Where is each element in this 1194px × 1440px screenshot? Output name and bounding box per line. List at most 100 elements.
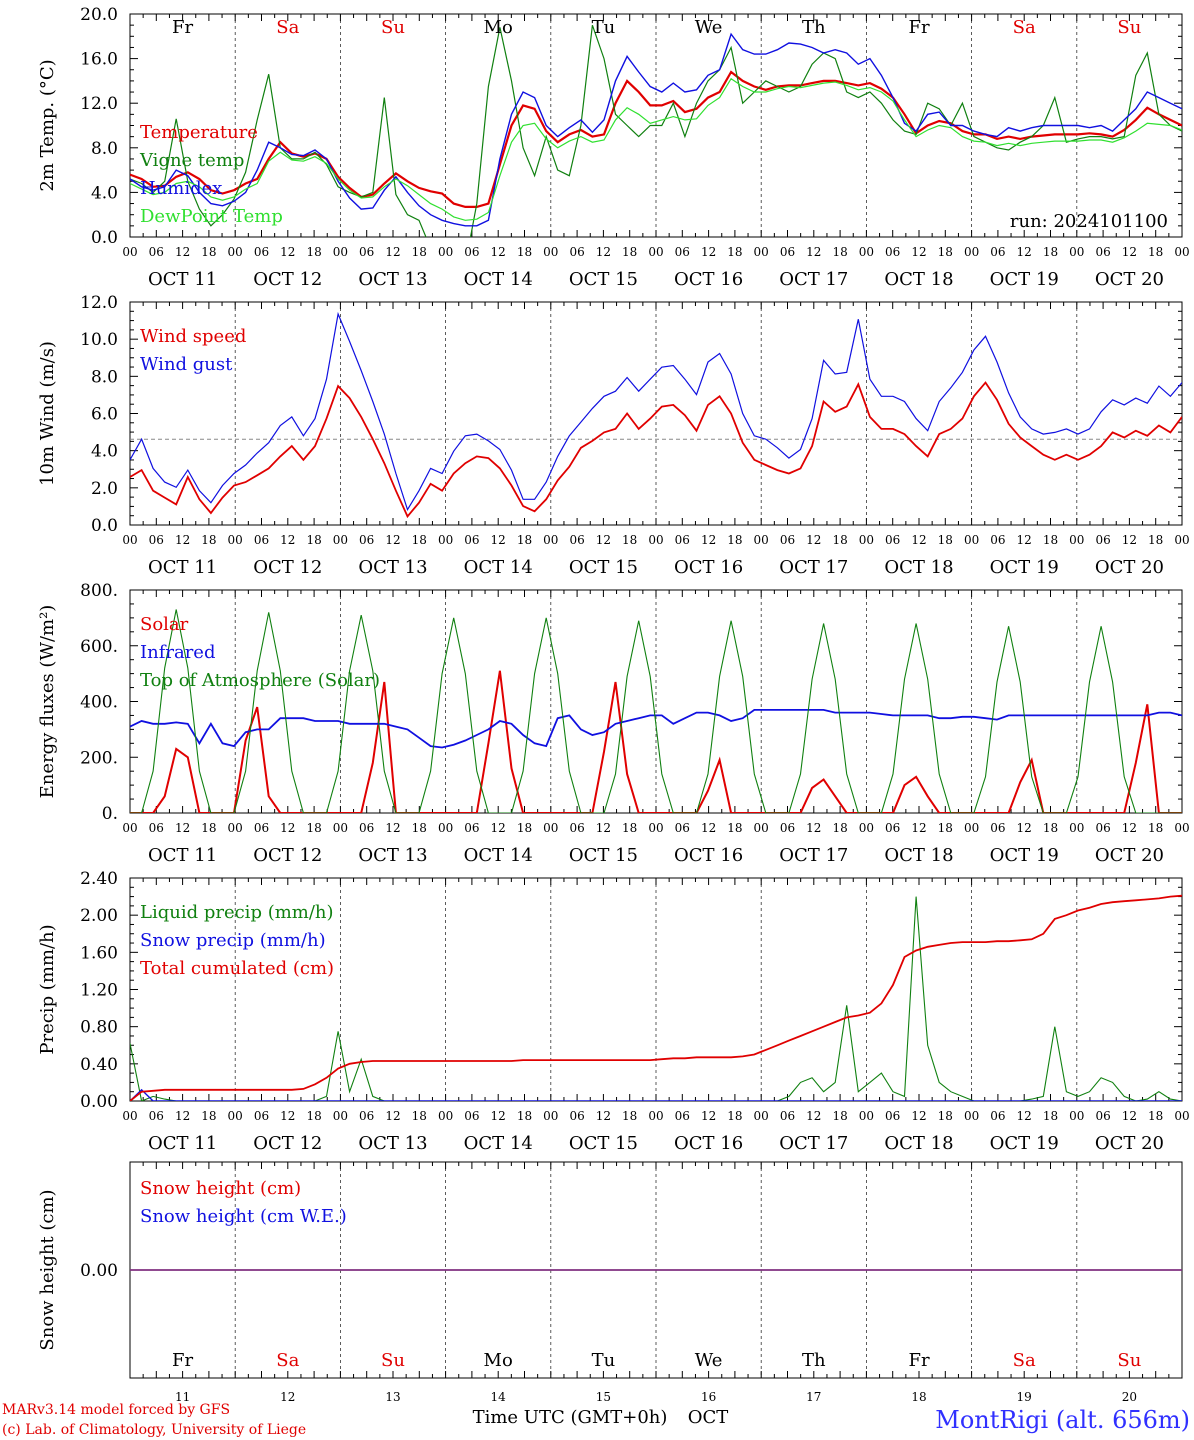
- date-label: OCT 11: [148, 557, 217, 578]
- hour-tick-label: 18: [1043, 533, 1058, 547]
- date-label: OCT 13: [358, 845, 427, 866]
- y-tick-label: 16.0: [80, 50, 118, 70]
- hour-tick-label: 06: [1095, 533, 1110, 547]
- day-number-label: 20: [1122, 1390, 1137, 1404]
- hour-tick-label: 06: [1095, 1109, 1110, 1123]
- hour-tick-label: 12: [1017, 1109, 1032, 1123]
- date-label: OCT 19: [990, 269, 1059, 290]
- hour-tick-label: 00: [228, 821, 243, 835]
- day-of-week-label: Sa: [276, 17, 299, 38]
- hour-tick-label: 18: [517, 533, 532, 547]
- date-label: OCT 13: [358, 269, 427, 290]
- hour-tick-label: 00: [438, 821, 453, 835]
- run-label: run: 2024101100: [1010, 211, 1168, 232]
- hour-tick-label: 18: [832, 533, 847, 547]
- hour-tick-label: 06: [1095, 245, 1110, 259]
- date-label: OCT 17: [779, 845, 848, 866]
- y-tick-label: 4.0: [91, 183, 118, 203]
- panel-3: 00 06 12 18 00 06 12 18 00 06 12 18 00 06 12 18 00 06 12 18…: [37, 581, 1190, 866]
- hour-tick-label: 12: [911, 533, 926, 547]
- hour-tick-label: 00: [1069, 533, 1084, 547]
- hour-tick-label: 18: [517, 245, 532, 259]
- hour-tick-label: 12: [385, 821, 400, 835]
- date-label: OCT 19: [990, 1133, 1059, 1154]
- hour-tick-label: 00: [333, 1109, 348, 1123]
- y-tick-label: 400.: [80, 693, 118, 713]
- date-label: OCT 17: [779, 269, 848, 290]
- hour-tick-label: 18: [517, 1109, 532, 1123]
- hour-tick-label: 18: [938, 1109, 953, 1123]
- date-label: OCT 14: [464, 845, 533, 866]
- hour-tick-label: 12: [806, 245, 821, 259]
- day-of-week-label: Sa: [1013, 1350, 1036, 1371]
- hour-tick-label: 06: [149, 821, 164, 835]
- day-number-label: 14: [491, 1390, 507, 1404]
- panel-5: 0.00 Snow height (cm) Snow height (cm) Snow…: [37, 1161, 1183, 1404]
- legend-entry: Temperature: [140, 122, 258, 143]
- hour-tick-label: 12: [701, 821, 716, 835]
- hour-tick-label: 18: [306, 533, 321, 547]
- hour-tick-label: 18: [622, 1109, 637, 1123]
- hour-tick-label: 12: [1122, 1109, 1137, 1123]
- hour-tick-label: 06: [149, 533, 164, 547]
- hour-tick-label: 00: [754, 821, 769, 835]
- day-number-label: 19: [1017, 1390, 1032, 1404]
- hour-tick-label: 12: [806, 821, 821, 835]
- panel-4: 00 06 12 18 00 06 12 18 00 06 12 18 00 06 12 18 00 06 12 18…: [37, 869, 1190, 1154]
- hour-tick-label: 12: [385, 1109, 400, 1123]
- hour-tick-label: 18: [517, 821, 532, 835]
- day-of-week-label: Sa: [276, 1350, 299, 1371]
- day-of-week-label: Sa: [1013, 17, 1036, 38]
- legend-entry: Solar: [140, 614, 189, 635]
- hour-tick-label: 18: [412, 533, 427, 547]
- day-of-week-label: Su: [1117, 17, 1141, 38]
- legend-entry: Wind gust: [140, 354, 233, 375]
- date-label: OCT 20: [1095, 845, 1164, 866]
- date-label: OCT 19: [990, 557, 1059, 578]
- hour-tick-label: 00: [859, 245, 874, 259]
- legend-entry: Wind speed: [140, 326, 246, 347]
- hour-tick-label: 06: [464, 1109, 479, 1123]
- date-label: OCT 19: [990, 845, 1059, 866]
- date-label: OCT 11: [148, 1133, 217, 1154]
- hour-tick-label: 06: [1095, 821, 1110, 835]
- date-label: OCT 18: [884, 269, 953, 290]
- hour-tick-label: 00: [438, 533, 453, 547]
- date-label: OCT 20: [1095, 1133, 1164, 1154]
- date-label: OCT 16: [674, 269, 743, 290]
- hour-tick-label: 18: [727, 533, 742, 547]
- hour-tick-label: 00: [648, 245, 663, 259]
- hour-tick-label: 18: [1043, 1109, 1058, 1123]
- date-label: OCT 15: [569, 845, 638, 866]
- y-tick-label: 8.0: [91, 139, 118, 159]
- hour-tick-label: 00: [543, 821, 558, 835]
- hour-tick-label: 18: [832, 1109, 847, 1123]
- hour-tick-label: 06: [359, 245, 374, 259]
- day-of-week-label: We: [695, 17, 723, 38]
- y-tick-label: 2.40: [80, 869, 118, 889]
- y-axis-title: 10m Wind (m/s): [37, 341, 58, 486]
- hour-tick-label: 06: [254, 533, 269, 547]
- day-of-week-label: We: [695, 1350, 723, 1371]
- hour-tick-label: 18: [1148, 1109, 1163, 1123]
- hour-tick-label: 00: [648, 1109, 663, 1123]
- y-tick-label: 8.0: [91, 367, 118, 387]
- date-label: OCT 13: [358, 557, 427, 578]
- series-vigne-temp: [130, 25, 1182, 237]
- date-label: OCT 11: [148, 845, 217, 866]
- hour-tick-label: 00: [859, 821, 874, 835]
- hour-tick-label: 18: [201, 821, 216, 835]
- series-dewpoint-temp: [130, 77, 1182, 221]
- legend-entry: Snow height (cm): [140, 1178, 301, 1199]
- hour-tick-label: 00: [543, 533, 558, 547]
- date-label: OCT 14: [464, 1133, 533, 1154]
- hour-tick-label: 00: [333, 533, 348, 547]
- hour-tick-label: 00: [333, 245, 348, 259]
- hour-tick-label: 18: [306, 245, 321, 259]
- hour-tick-label: 00: [648, 821, 663, 835]
- y-tick-label: 2.00: [80, 906, 118, 926]
- hour-tick-label: 12: [1017, 821, 1032, 835]
- hour-tick-label: 00: [964, 533, 979, 547]
- hour-tick-label: 00: [228, 1109, 243, 1123]
- hour-tick-label: 06: [675, 1109, 690, 1123]
